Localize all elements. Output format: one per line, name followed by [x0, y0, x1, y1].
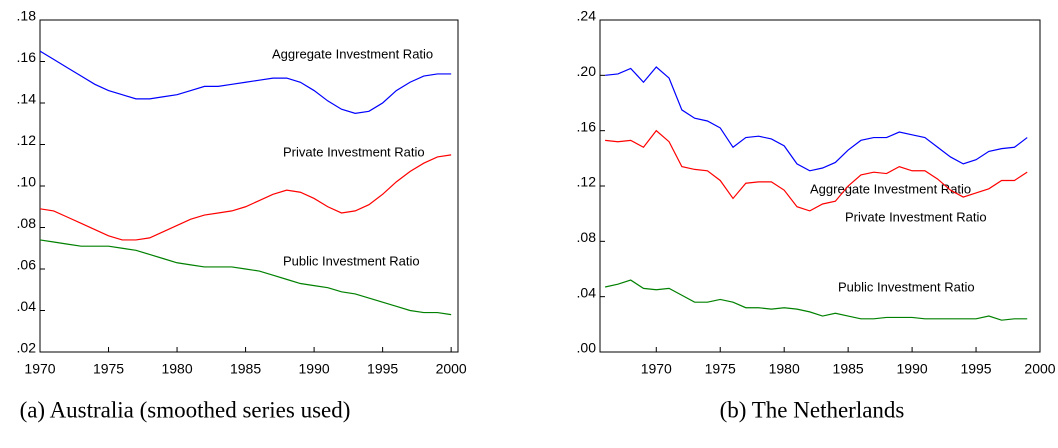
x-tick-label: 1980	[161, 361, 192, 377]
x-tick-label: 1970	[24, 361, 55, 377]
x-tick-label: 1980	[769, 361, 800, 377]
series-line	[39, 50, 452, 114]
series-label: Public Investment Ratio	[838, 279, 975, 294]
series-line	[39, 239, 452, 316]
x-tick-label: 1970	[641, 361, 672, 377]
y-tick-label: .18	[17, 8, 37, 24]
y-tick-label: .08	[577, 229, 597, 245]
series-label: Public Investment Ratio	[283, 253, 420, 268]
series-label: Private Investment Ratio	[845, 209, 987, 224]
y-tick-label: .02	[17, 340, 37, 356]
x-tick-label: 1990	[897, 361, 928, 377]
x-tick-label: 1985	[230, 361, 261, 377]
caption: (b) The Netherlands	[720, 397, 905, 422]
y-tick-label: .12	[17, 132, 37, 148]
series-label: Private Investment Ratio	[283, 144, 425, 159]
x-tick-label: 1990	[299, 361, 330, 377]
x-tick-label: 2000	[436, 361, 467, 377]
y-tick-label: .16	[17, 49, 37, 65]
y-tick-label: .14	[17, 91, 37, 107]
x-tick-label: 1995	[367, 361, 398, 377]
y-tick-label: .04	[577, 284, 597, 300]
y-tick-label: .10	[17, 174, 37, 190]
x-tick-label: 1995	[960, 361, 991, 377]
x-tick-label: 1975	[93, 361, 124, 377]
series-label: Aggregate Investment Ratio	[810, 181, 971, 196]
x-tick-label: 2000	[1024, 361, 1055, 377]
y-tick-label: .00	[577, 340, 597, 356]
x-tick-label: 1985	[833, 361, 864, 377]
series-line	[39, 154, 452, 241]
series-line	[605, 66, 1028, 172]
y-tick-label: .06	[17, 257, 37, 273]
y-tick-label: .12	[577, 174, 597, 190]
y-tick-label: .24	[577, 8, 597, 24]
series-line	[605, 129, 1028, 212]
caption: (a) Australia (smoothed series used)	[20, 397, 351, 422]
y-tick-label: .20	[577, 63, 597, 79]
series-label: Aggregate Investment Ratio	[272, 46, 433, 61]
y-tick-label: .08	[17, 215, 37, 231]
x-tick-label: 1975	[705, 361, 736, 377]
plot-frame	[39, 19, 459, 353]
y-tick-label: .04	[17, 298, 37, 314]
series-line	[604, 279, 1028, 321]
y-tick-label: .16	[577, 118, 597, 134]
